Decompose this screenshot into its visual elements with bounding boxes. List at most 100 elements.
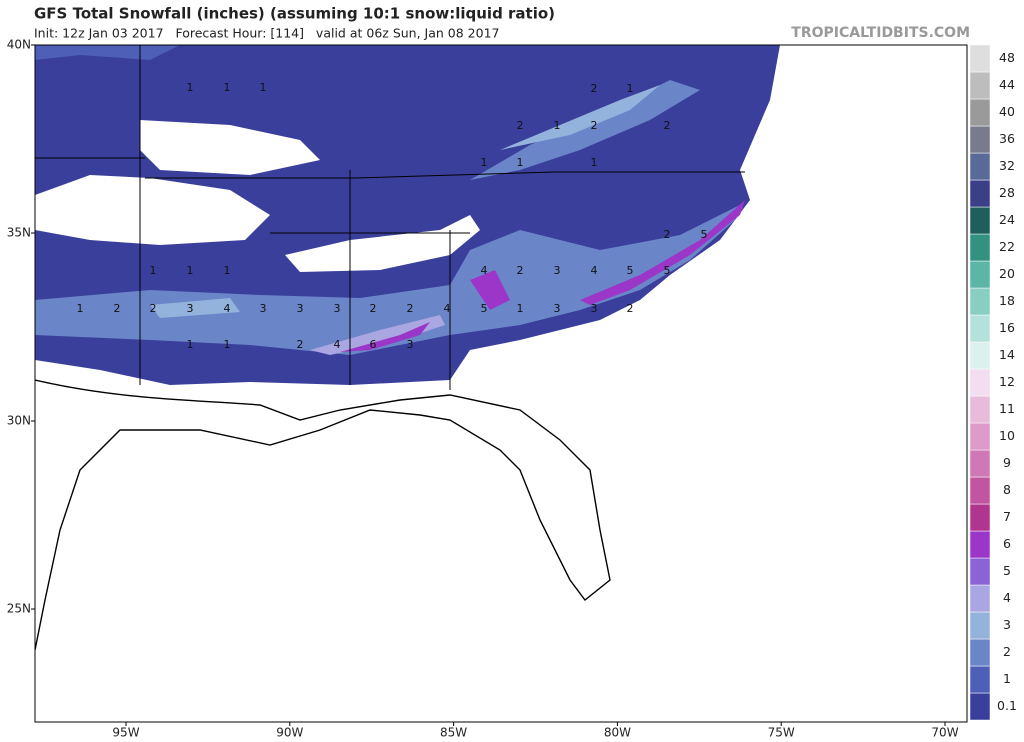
contour-label: 2 — [114, 302, 121, 315]
colorbar-label: 22 — [999, 239, 1015, 254]
colorbar-swatch — [969, 206, 991, 235]
contour-label: 3 — [554, 302, 561, 315]
contour-label: 6 — [370, 338, 377, 351]
colorbar-swatch — [969, 530, 991, 559]
lat-label: 25N — [7, 602, 31, 616]
contour-label: 1 — [224, 264, 231, 277]
contour-label: 2 — [517, 119, 524, 132]
colorbar-swatch — [969, 557, 991, 586]
contour-label: 4 — [334, 338, 341, 351]
colorbar-label: 7 — [1003, 509, 1011, 524]
contour-label: 2 — [664, 228, 671, 241]
colorbar-label: 0.1 — [997, 698, 1017, 713]
contour-label: 1 — [187, 338, 194, 351]
colorbar-label: 8 — [1003, 482, 1011, 497]
contour-label: 3 — [407, 338, 414, 351]
lon-label: 75W — [768, 726, 795, 740]
colorbar-swatch — [969, 449, 991, 478]
colorbar-label: 10 — [999, 428, 1015, 443]
contour-label: 3 — [334, 302, 341, 315]
map-area — [34, 44, 968, 723]
contour-label: 1 — [77, 302, 84, 315]
lon-label: 80W — [604, 726, 631, 740]
contour-label: 4 — [444, 302, 451, 315]
colorbar-swatch — [969, 287, 991, 316]
lon-label: 85W — [440, 726, 467, 740]
colorbar-swatch — [969, 98, 991, 127]
colorbar-label: 9 — [1003, 455, 1011, 470]
colorbar-label: 6 — [1003, 536, 1011, 551]
contour-label: 1 — [481, 156, 488, 169]
contour-label: 1 — [517, 302, 524, 315]
contour-label: 3 — [297, 302, 304, 315]
colorbar-swatch — [969, 233, 991, 262]
contour-label: 5 — [664, 264, 671, 277]
colorbar-label: 1 — [1003, 671, 1011, 686]
colorbar-label: 2 — [1003, 644, 1011, 659]
contour-label: 2 — [591, 82, 598, 95]
lat-label: 35N — [7, 226, 31, 240]
contour-label: 3 — [187, 302, 194, 315]
site-credit: TROPICALTIDBITS.COM — [791, 25, 970, 41]
contour-label: 1 — [187, 81, 194, 94]
colorbar-swatch — [969, 341, 991, 370]
colorbar-swatch — [969, 395, 991, 424]
colorbar-label: 18 — [999, 293, 1015, 308]
colorbar-swatch — [969, 44, 991, 73]
contour-label: 2 — [627, 302, 634, 315]
contour-label: 3 — [591, 302, 598, 315]
contour-label: 1 — [554, 119, 561, 132]
colorbar-label: 24 — [999, 212, 1015, 227]
colorbar-swatch — [969, 611, 991, 640]
colorbar-label: 3 — [1003, 617, 1011, 632]
lat-label: 40N — [7, 38, 31, 52]
contour-label: 1 — [627, 82, 634, 95]
colorbar-label: 20 — [999, 266, 1015, 281]
colorbar-swatch — [969, 152, 991, 181]
colorbar-label: 16 — [999, 320, 1015, 335]
colorbar-swatch — [969, 503, 991, 532]
contour-label: 4 — [481, 264, 488, 277]
contour-label: 1 — [260, 81, 267, 94]
colorbar-label: 40 — [999, 104, 1015, 119]
colorbar-label: 4 — [1003, 590, 1011, 605]
colorbar-label: 44 — [999, 77, 1015, 92]
contour-label: 1 — [517, 156, 524, 169]
contour-label: 3 — [260, 302, 267, 315]
colorbar-swatch — [969, 422, 991, 451]
contour-label: 2 — [297, 338, 304, 351]
contour-label: 5 — [481, 302, 488, 315]
contour-label: 1 — [591, 156, 598, 169]
colorbar-swatch — [969, 665, 991, 694]
contour-label: 3 — [554, 264, 561, 277]
colorbar-swatch — [969, 179, 991, 208]
contour-label: 5 — [701, 228, 708, 241]
colorbar-label: 11 — [999, 401, 1015, 416]
lon-label: 95W — [112, 726, 139, 740]
contour-label: 2 — [517, 264, 524, 277]
colorbar-label: 48 — [999, 50, 1015, 65]
colorbar-label: 14 — [999, 347, 1015, 362]
contour-label: 4 — [591, 264, 598, 277]
colorbar-swatch — [969, 692, 991, 721]
colorbar-swatch — [969, 71, 991, 100]
contour-label: 2 — [370, 302, 377, 315]
colorbar-swatch — [969, 125, 991, 154]
colorbar-swatch — [969, 584, 991, 613]
contour-label: 2 — [407, 302, 414, 315]
colorbar-label: 36 — [999, 131, 1015, 146]
contour-label: 1 — [150, 264, 157, 277]
subtitle: Init: 12z Jan 03 2017 Forecast Hour: [11… — [34, 26, 499, 41]
colorbar-swatch — [969, 314, 991, 343]
contour-label: 2 — [664, 119, 671, 132]
contour-label: 1 — [224, 338, 231, 351]
colorbar-label: 12 — [999, 374, 1015, 389]
contour-label: 2 — [150, 302, 157, 315]
contour-label: 4 — [224, 302, 231, 315]
colorbar-label: 28 — [999, 185, 1015, 200]
contour-label: 1 — [224, 81, 231, 94]
colorbar-swatch — [969, 260, 991, 289]
colorbar-swatch — [969, 638, 991, 667]
